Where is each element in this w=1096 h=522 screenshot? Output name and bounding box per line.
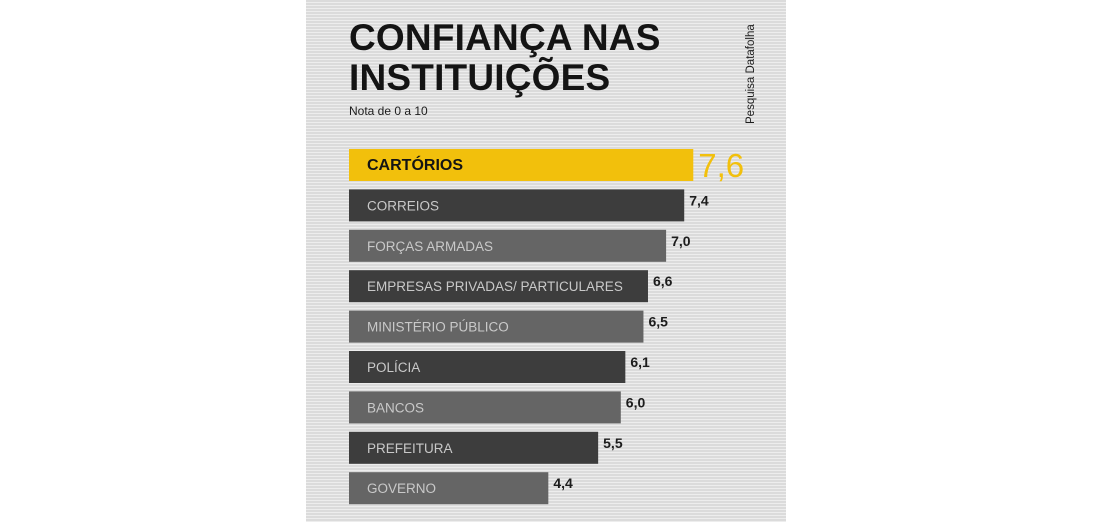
bar-label-forcas-armadas: FORÇAS ARMADAS [367,239,493,254]
bar-label-policia: POLÍCIA [367,360,420,375]
bar-label-governo: GOVERNO [367,481,436,496]
value-label-cartorios: 7,6 [698,147,744,184]
bar-label-correios: CORREIOS [367,198,439,213]
value-label-ministerio-publico: 6,5 [648,314,668,330]
bar-cartorios [349,149,694,181]
bar-governo [349,472,549,505]
chart-title-line-2: INSTITUIÇÕES [349,57,611,98]
bar-prefeitura [349,431,599,464]
value-label-forcas-armadas: 7,0 [671,233,691,249]
bar-label-prefeitura: PREFEITURA [367,441,453,456]
value-label-governo: 4,4 [553,475,573,491]
chart-card: CONFIANÇA NAS INSTITUIÇÕES Nota de 0 a 1… [306,0,786,522]
chart-title: CONFIANÇA NAS INSTITUIÇÕES [349,18,661,98]
bar-ministerio-publico [349,310,644,343]
bar-correios [349,189,685,222]
value-label-policia: 6,1 [630,354,650,370]
chart-subtitle: Nota de 0 a 10 [349,104,428,118]
bar-label-empresas-privadas-particulares: EMPRESAS PRIVADAS/ PARTICULARES [367,279,623,294]
bar-bancos [349,391,621,424]
bar-forcas-armadas [349,229,667,262]
bar-policia [349,351,626,383]
value-label-prefeitura: 5,5 [603,435,623,451]
bar-label-cartorios: CARTÓRIOS [367,155,463,174]
bar-empresas-privadas-particulares [349,270,648,303]
bar-label-bancos: BANCOS [367,400,424,415]
value-label-bancos: 6,0 [626,394,646,410]
bar-label-ministerio-publico: MINISTÉRIO PÚBLICO [367,320,509,335]
bar-chart: CARTÓRIOS 7,6 CORREIOS 7,4 FORÇAS ARMADAS 7,0… [349,147,744,505]
value-label-correios: 7,4 [689,192,709,208]
chart-title-line-1: CONFIANÇA NAS [349,17,661,58]
value-label-empresas-privadas-particulares: 6,6 [653,273,673,289]
